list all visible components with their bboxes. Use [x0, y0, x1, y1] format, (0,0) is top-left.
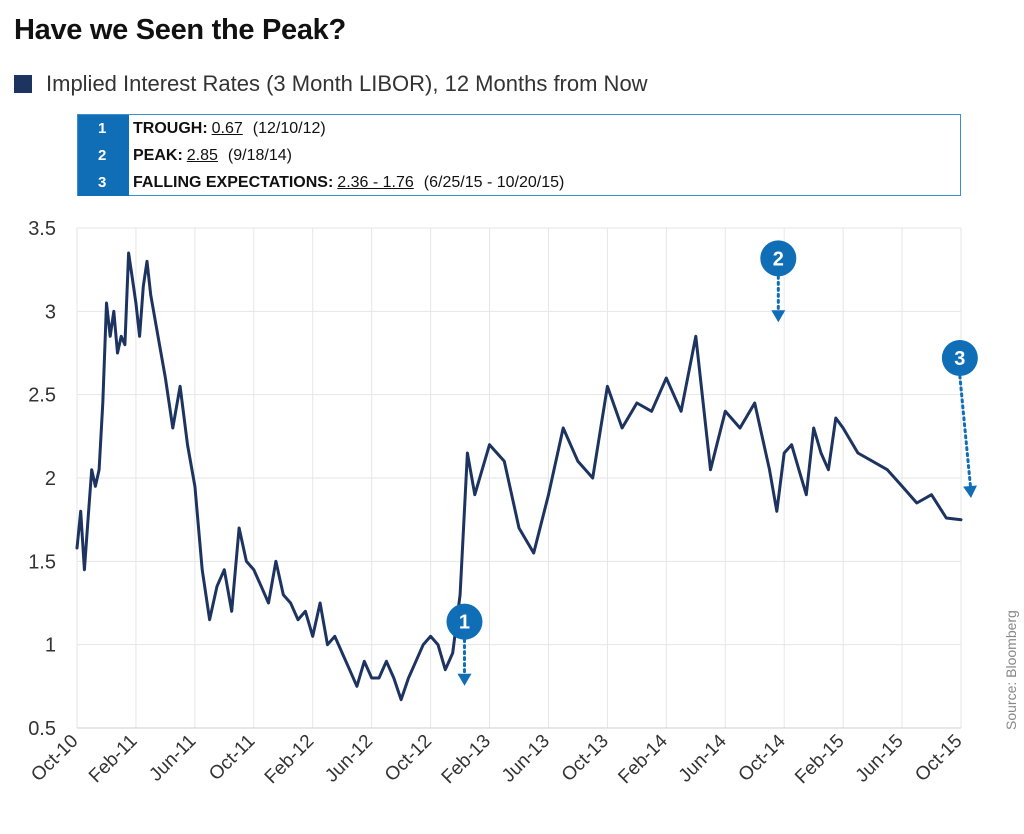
- annotation-number: 3: [78, 169, 129, 196]
- markers: 1 2 3: [446, 240, 978, 686]
- y-tick-label: 2.5: [28, 385, 56, 407]
- marker-arrow-head: [963, 485, 977, 498]
- x-tick-label: Oct-14: [735, 730, 790, 785]
- legend-label: Implied Interest Rates (3 Month LIBOR), …: [46, 71, 648, 96]
- marker-circle: [941, 340, 978, 376]
- y-tick-label: 2: [45, 468, 56, 490]
- annotation-label: TROUGH:: [133, 120, 208, 137]
- marker-arrow-head: [771, 310, 786, 323]
- annotation-row: 1 TROUGH: 0.67 (12/10/12): [78, 115, 960, 142]
- annotation-box: 1 TROUGH: 0.67 (12/10/12) 2 PEAK: 2.85 (9/18…: [77, 114, 961, 196]
- marker-circle: [446, 603, 483, 640]
- annotation-text: TROUGH: 0.67 (12/10/12): [133, 115, 326, 142]
- x-tick-label: Jun-11: [145, 731, 200, 786]
- x-tick-label: Feb-11: [85, 731, 141, 787]
- grid: [76, 227, 962, 729]
- legend: Implied Interest Rates (3 Month LIBOR), …: [14, 71, 648, 97]
- x-tick-label: Oct-11: [205, 731, 259, 785]
- x-tick-label: Jun-14: [675, 730, 731, 786]
- annotation-label: PEAK:: [133, 147, 183, 164]
- annotation-value: 2.85: [186, 147, 218, 164]
- marker-number: 1: [459, 612, 470, 634]
- x-tick-label: Jun-12: [321, 731, 377, 787]
- x-tick-label: Feb-12: [261, 731, 318, 788]
- x-tick-label: Feb-14: [614, 730, 672, 788]
- source-note: Source: Bloomberg: [1003, 610, 1019, 730]
- annotation-date: (9/18/14): [227, 147, 292, 164]
- y-tick-label: 3.5: [28, 218, 56, 240]
- annotation-number: 2: [78, 142, 129, 169]
- annotation-label: FALLING EXPECTATIONS:: [133, 174, 334, 191]
- marker-arrow-head: [457, 673, 472, 686]
- series-layer: [75, 251, 963, 702]
- annotation-row: 2 PEAK: 2.85 (9/18/14): [78, 142, 960, 169]
- marker-number: 3: [954, 348, 965, 370]
- marker-arrow-line: [958, 374, 973, 494]
- x-tick-label: Oct-15: [911, 731, 966, 786]
- annotation-row: 3 FALLING EXPECTATIONS: 2.36 - 1.76 (6/25/…: [78, 169, 960, 196]
- y-tick-label: 0.5: [28, 718, 56, 740]
- x-tick-label: Feb-13: [438, 731, 495, 788]
- chart-title: Have we Seen the Peak?: [14, 14, 346, 46]
- x-tick-label: Jun-15: [852, 731, 908, 787]
- x-tick-label: Oct-13: [558, 731, 613, 786]
- legend-swatch: [14, 75, 32, 93]
- x-tick-label: Jun-13: [498, 731, 554, 787]
- annotation-number: 1: [78, 115, 129, 142]
- y-tick-label: 1.5: [28, 551, 56, 573]
- annotation-value: 2.36 - 1.76: [337, 174, 414, 191]
- series-line: [75, 251, 963, 702]
- annotation-text: PEAK: 2.85 (9/18/14): [133, 142, 292, 169]
- marker-circle: [760, 240, 797, 277]
- annotation-value: 0.67: [211, 120, 243, 137]
- x-tick-label: Feb-15: [791, 731, 848, 788]
- annotation-date: (6/25/15 - 10/20/15): [423, 174, 565, 191]
- annotation-date: (12/10/12): [252, 120, 326, 137]
- x-tick-label: Oct-12: [381, 731, 436, 786]
- y-tick-label: 3: [45, 301, 56, 323]
- annotation-text: FALLING EXPECTATIONS: 2.36 - 1.76 (6/25/15…: [133, 169, 564, 196]
- marker-number: 2: [773, 248, 784, 270]
- y-tick-label: 1: [45, 635, 56, 657]
